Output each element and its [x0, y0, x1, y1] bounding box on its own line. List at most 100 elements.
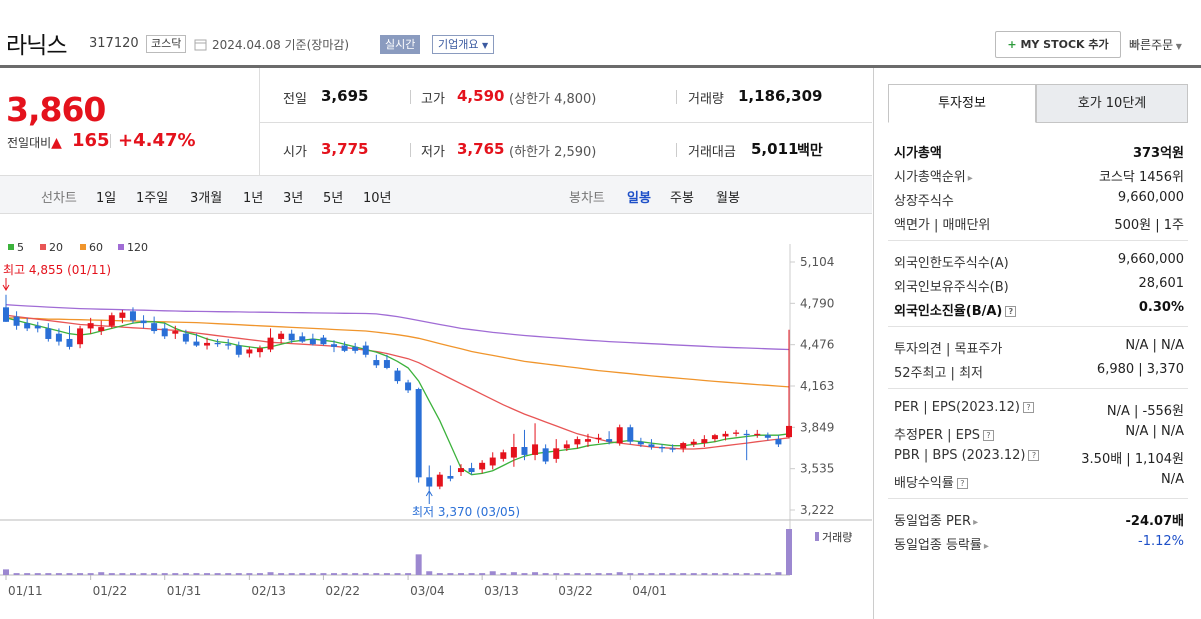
help-icon[interactable]: ?	[1005, 306, 1017, 317]
price-chart[interactable]: 5,104 4,790 4,476 4,163 3,849 3,535 3,222 5 20 60…	[0, 214, 872, 619]
header-divider	[0, 65, 1201, 68]
volume-bar	[627, 573, 634, 575]
tab-1y[interactable]: 1년	[243, 191, 264, 206]
volume-bar	[161, 573, 168, 575]
chevron-right-icon: ▸	[967, 173, 973, 184]
legend-swatch	[118, 244, 124, 250]
help-icon[interactable]: ?	[982, 430, 994, 441]
lower-limit: (하한가 2,590)	[509, 145, 597, 160]
ma60-line	[6, 317, 790, 388]
candle-body	[394, 370, 401, 382]
info-value: -24.07배	[1125, 514, 1184, 529]
candle-body	[225, 344, 232, 346]
candle-body	[659, 447, 666, 449]
legend-label: 60	[89, 241, 103, 254]
help-icon[interactable]: ?	[956, 478, 968, 489]
candle-body	[542, 448, 549, 462]
tab-monthly[interactable]: 월봉	[716, 191, 740, 206]
volume-bar	[754, 573, 761, 575]
realtime-button[interactable]: 실시간	[380, 35, 421, 54]
info-label: 추정PER | EPS?	[894, 424, 994, 443]
row-divider	[260, 122, 872, 123]
volume-bar	[278, 573, 285, 575]
volume-bar	[362, 573, 369, 575]
help-icon[interactable]: ?	[1022, 402, 1034, 413]
volume-bar	[574, 573, 581, 575]
volume-bar	[341, 573, 348, 575]
info-label: 상장주식수	[894, 194, 954, 209]
candle-body	[532, 444, 539, 455]
volume-bar	[45, 573, 52, 575]
y-tick-label: 4,790	[800, 296, 834, 310]
volume-value: 1,186,309	[738, 87, 823, 105]
x-tick-label: 02/13	[251, 584, 286, 598]
candle-body	[182, 333, 189, 342]
tab-orderbook[interactable]: 호가 10단계	[1036, 84, 1188, 123]
candle-body	[331, 344, 338, 347]
info-label: 시가총액순위 ▸	[894, 170, 973, 185]
tab-10y[interactable]: 10년	[363, 191, 392, 206]
tab-1w[interactable]: 1주일	[136, 191, 169, 206]
candle-body	[204, 342, 211, 346]
quick-order-button[interactable]: 빠른주문 ▼	[1129, 36, 1182, 53]
volume-bar	[151, 573, 158, 575]
chevron-right-icon: ▸	[973, 517, 979, 528]
tab-3m[interactable]: 3개월	[190, 191, 223, 206]
help-icon[interactable]: ?	[1028, 450, 1040, 461]
candle-body	[563, 444, 570, 449]
info-row[interactable]: 동일업종 등락률 ▸ -1.12%	[894, 532, 1184, 554]
tab-investment-info[interactable]: 투자정보	[888, 84, 1036, 123]
info-row[interactable]: 동일업종 PER ▸ -24.07배	[894, 508, 1184, 530]
tab-5y[interactable]: 5년	[323, 191, 344, 206]
info-label: PER | EPS(2023.12)?	[894, 400, 1034, 415]
candle-body	[24, 323, 31, 329]
up-triangle-icon: ▲	[51, 135, 62, 151]
candle-body	[574, 439, 581, 445]
info-label: 외국인보유주식수(B)	[894, 280, 1009, 295]
info-value: N/A | N/A	[1125, 338, 1184, 353]
volume-bar	[108, 573, 115, 575]
candle-body	[320, 337, 327, 345]
candle-body	[637, 441, 644, 445]
volume-bar	[235, 573, 242, 575]
volume-bar	[119, 573, 126, 575]
tab-3y[interactable]: 3년	[283, 191, 304, 206]
info-row: 상장주식수 9,660,000	[894, 188, 1184, 210]
candle-body	[690, 441, 697, 445]
candle-body	[722, 433, 729, 437]
tab-weekly[interactable]: 주봉	[670, 191, 694, 206]
y-tick-label: 4,163	[800, 379, 834, 393]
volume-bar	[743, 573, 750, 575]
high-arrow-head	[2, 284, 10, 291]
ma120-line	[5, 304, 790, 351]
mystock-label: MY STOCK 추가	[1020, 38, 1109, 51]
volume-bar	[288, 573, 295, 575]
investment-info-panel: 투자정보 호가 10단계 시가총액 373억원 시가총액순위 ▸ 코스닥 1456위 상장…	[873, 68, 1201, 619]
info-value: 9,660,000	[1117, 190, 1184, 205]
candle-body	[256, 348, 263, 353]
info-value: N/A | -556원	[1106, 404, 1184, 419]
volume-bar	[701, 573, 708, 575]
volume-bar	[3, 569, 9, 575]
volume-bar	[733, 573, 740, 575]
info-label: 배당수익률?	[894, 472, 968, 491]
volume-bar	[500, 573, 507, 575]
mystock-add-button[interactable]: + MY STOCK 추가	[995, 31, 1121, 58]
candle-body	[77, 328, 84, 345]
volume-bar	[172, 573, 179, 575]
volume-bar	[256, 573, 263, 575]
company-overview-button[interactable]: 기업개요 ▼	[432, 35, 495, 54]
candle-body	[627, 427, 634, 442]
info-row: 52주최고 | 최저 6,980 | 3,370	[894, 360, 1184, 382]
info-value: N/A	[1161, 472, 1184, 487]
info-row[interactable]: 시가총액순위 ▸ 코스닥 1456위	[894, 164, 1184, 186]
info-row: 액면가 | 매매단위 500원 | 1주	[894, 212, 1184, 234]
volume-bar	[415, 554, 422, 575]
tab-1d[interactable]: 1일	[96, 191, 117, 206]
candle-body	[108, 315, 115, 326]
candle-body	[246, 349, 253, 354]
tab-daily[interactable]: 일봉	[627, 191, 651, 206]
chevron-down-icon: ▼	[481, 41, 489, 50]
candle-body	[352, 346, 359, 351]
info-row: 추정PER | EPS? N/A | N/A	[894, 422, 1184, 444]
